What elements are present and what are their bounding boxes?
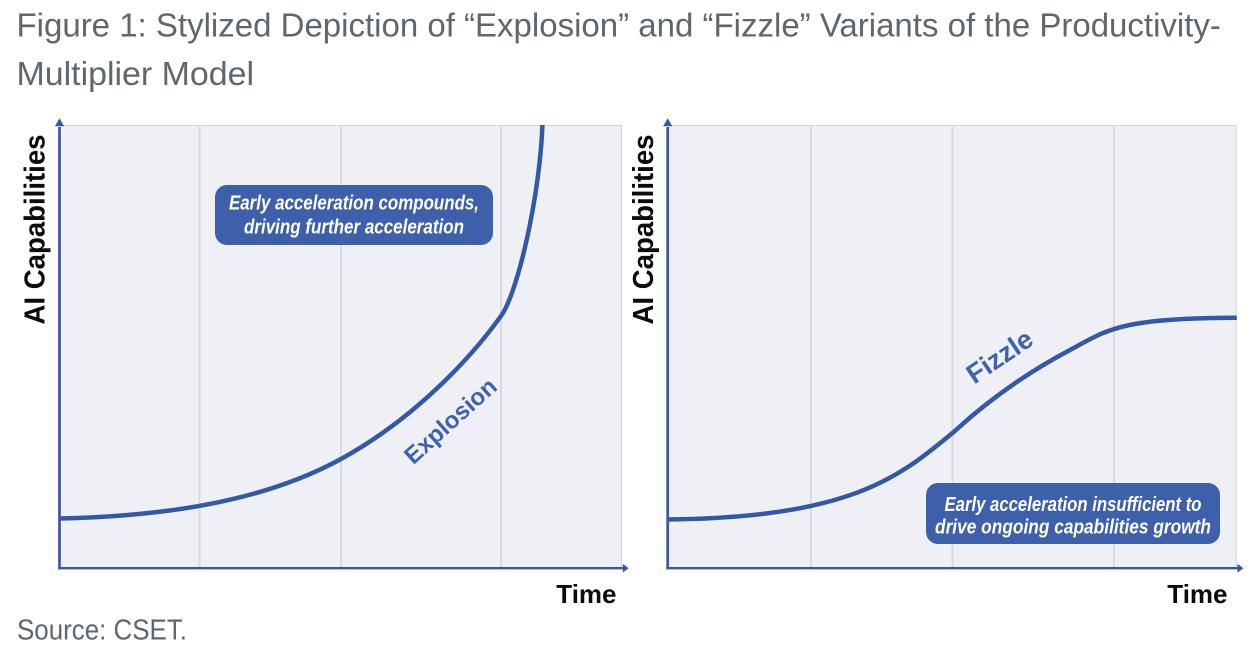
svg-text:Source: CSET.: Source: CSET. (17, 615, 187, 647)
svg-text:AI Capabilities: AI Capabilities (20, 135, 52, 325)
svg-text:Early acceleration compounds,: Early acceleration compounds, (229, 193, 479, 215)
svg-text:driving further acceleration: driving further acceleration (244, 217, 464, 239)
svg-text:Early acceleration insufficien: Early acceleration insufficient to (945, 494, 1202, 516)
svg-text:AI Capabilities: AI Capabilities (628, 135, 660, 325)
svg-text:Multiplier Model: Multiplier Model (17, 55, 255, 92)
svg-text:drive ongoing capabilities gro: drive ongoing capabilities growth (935, 517, 1211, 539)
svg-text:Figure 1: Stylized Depiction o: Figure 1: Stylized Depiction of “Explosi… (17, 7, 1221, 44)
svg-text:Time: Time (556, 579, 616, 609)
svg-text:Time: Time (1167, 579, 1227, 609)
